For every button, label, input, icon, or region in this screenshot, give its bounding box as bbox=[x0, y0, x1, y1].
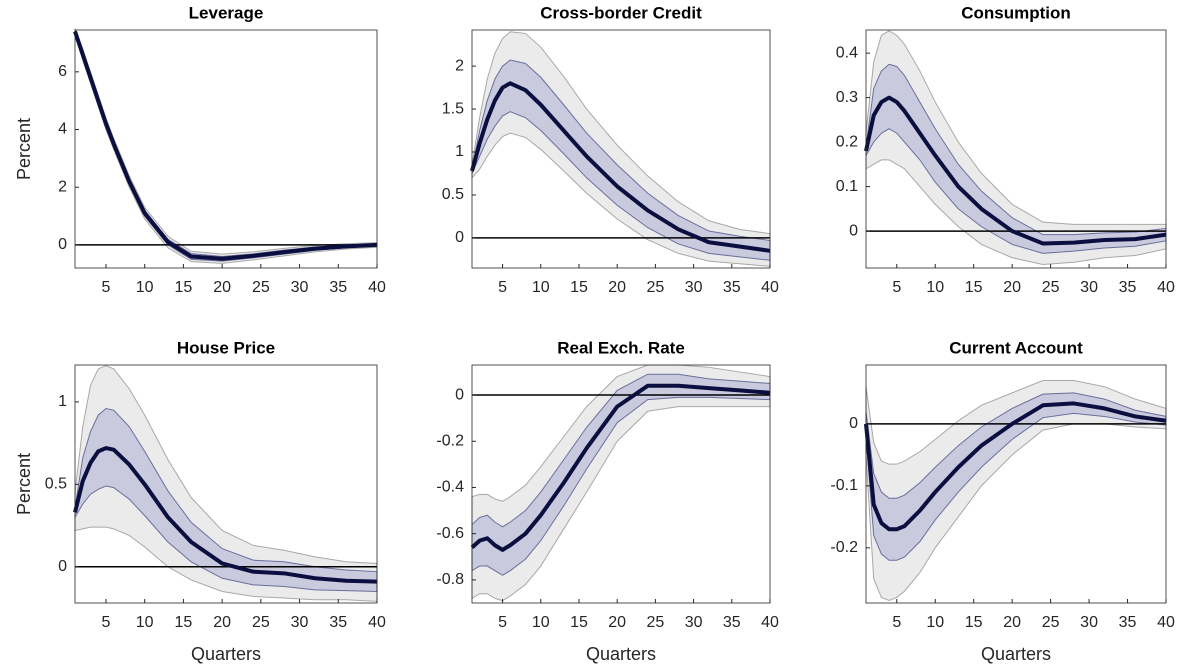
y-tick-label: 0 bbox=[455, 386, 464, 403]
median-line bbox=[864, 401, 1167, 532]
y-tick-label: -0.2 bbox=[436, 432, 464, 449]
panel-title: Current Account bbox=[949, 338, 1083, 357]
x-tick-label: 10 bbox=[532, 279, 550, 296]
x-tick-label: 15 bbox=[965, 614, 983, 631]
x-tick-label: 10 bbox=[926, 614, 944, 631]
x-tick-label: 10 bbox=[532, 614, 550, 631]
y-tick-label: 1 bbox=[58, 393, 67, 410]
x-tick-label: 20 bbox=[608, 279, 626, 296]
panel-title: Leverage bbox=[189, 3, 264, 22]
median-line bbox=[73, 30, 378, 261]
y-tick-label: 0.1 bbox=[836, 178, 858, 195]
plot-frame bbox=[471, 29, 771, 269]
x-tick-label: 35 bbox=[329, 279, 347, 296]
x-axis-label: Quarters bbox=[981, 644, 1051, 664]
y-tick-label: 0 bbox=[849, 415, 858, 432]
x-tick-label: 20 bbox=[608, 614, 626, 631]
x-tick-label: 30 bbox=[291, 279, 309, 296]
x-tick-label: 30 bbox=[685, 614, 703, 631]
y-tick-label: 0.4 bbox=[836, 44, 858, 61]
y-tick-label: 1.5 bbox=[442, 100, 464, 117]
x-tick-label: 5 bbox=[498, 614, 507, 631]
y-tick-label: 0 bbox=[849, 222, 858, 239]
x-tick-label: 35 bbox=[1119, 614, 1137, 631]
median-line bbox=[470, 81, 771, 253]
x-tick-label: 25 bbox=[252, 614, 270, 631]
y-tick-label: 0.5 bbox=[45, 476, 67, 493]
plot-frame bbox=[865, 364, 1167, 604]
x-tick-label: 40 bbox=[368, 279, 386, 296]
panel-title: Cross-border Credit bbox=[540, 3, 702, 22]
median-line bbox=[73, 446, 378, 584]
y-tick-label: -0.2 bbox=[830, 539, 858, 556]
x-tick-label: 15 bbox=[965, 279, 983, 296]
x-axis-label: Quarters bbox=[191, 644, 261, 664]
x-tick-label: 20 bbox=[213, 279, 231, 296]
x-tick-label: 40 bbox=[761, 614, 779, 631]
x-tick-label: 10 bbox=[136, 279, 154, 296]
x-tick-label: 5 bbox=[892, 614, 901, 631]
x-tick-label: 20 bbox=[213, 614, 231, 631]
x-tick-label: 15 bbox=[570, 279, 588, 296]
x-tick-label: 35 bbox=[329, 614, 347, 631]
plot-area bbox=[75, 30, 377, 268]
median-line bbox=[470, 383, 771, 552]
x-tick-label: 30 bbox=[685, 279, 703, 296]
x-tick-label: 25 bbox=[1042, 614, 1060, 631]
x-tick-label: 20 bbox=[1003, 279, 1021, 296]
y-tick-label: -0.4 bbox=[436, 479, 464, 496]
x-tick-label: 40 bbox=[1157, 614, 1175, 631]
y-tick-label: 6 bbox=[58, 63, 67, 80]
y-axis-label: Percent bbox=[14, 453, 34, 515]
plot-frame bbox=[74, 29, 378, 269]
x-tick-label: 25 bbox=[646, 279, 664, 296]
panel-title: House Price bbox=[177, 338, 275, 357]
x-tick-label: 30 bbox=[1080, 279, 1098, 296]
plot-frame bbox=[865, 29, 1167, 269]
y-tick-label: -0.1 bbox=[830, 477, 858, 494]
y-axis-label: Percent bbox=[14, 118, 34, 180]
y-tick-label: 0 bbox=[58, 236, 67, 253]
y-tick-label: 2 bbox=[58, 178, 67, 195]
x-tick-label: 30 bbox=[1080, 614, 1098, 631]
y-tick-label: -0.6 bbox=[436, 525, 464, 542]
y-tick-label: 0 bbox=[455, 229, 464, 246]
y-tick-label: 0 bbox=[58, 558, 67, 575]
panel-title: Consumption bbox=[961, 3, 1071, 22]
x-axis-label: Quarters bbox=[586, 644, 656, 664]
x-tick-label: 5 bbox=[102, 279, 111, 296]
x-tick-label: 10 bbox=[926, 279, 944, 296]
x-tick-label: 25 bbox=[1042, 279, 1060, 296]
y-tick-label: 0.3 bbox=[836, 89, 858, 106]
x-tick-label: 15 bbox=[570, 614, 588, 631]
y-tick-label: 0.2 bbox=[836, 133, 858, 150]
x-tick-label: 10 bbox=[136, 614, 154, 631]
x-tick-label: 35 bbox=[1119, 279, 1137, 296]
x-tick-label: 15 bbox=[175, 614, 193, 631]
median-line bbox=[864, 95, 1167, 246]
x-tick-label: 35 bbox=[723, 279, 741, 296]
x-tick-label: 5 bbox=[102, 614, 111, 631]
x-tick-label: 40 bbox=[368, 614, 386, 631]
y-tick-label: -0.8 bbox=[436, 571, 464, 588]
x-tick-label: 5 bbox=[498, 279, 507, 296]
y-tick-label: 0.5 bbox=[442, 186, 464, 203]
y-tick-label: 1 bbox=[455, 143, 464, 160]
x-tick-label: 35 bbox=[723, 614, 741, 631]
plot-frame bbox=[471, 364, 771, 604]
x-tick-label: 25 bbox=[646, 614, 664, 631]
x-tick-label: 20 bbox=[1003, 614, 1021, 631]
x-tick-label: 30 bbox=[291, 614, 309, 631]
x-tick-label: 40 bbox=[1157, 279, 1175, 296]
x-tick-label: 15 bbox=[175, 279, 193, 296]
x-tick-label: 5 bbox=[892, 279, 901, 296]
y-tick-label: 4 bbox=[58, 121, 67, 138]
y-tick-label: 2 bbox=[455, 57, 464, 74]
x-tick-label: 25 bbox=[252, 279, 270, 296]
x-tick-label: 40 bbox=[761, 279, 779, 296]
panel-title: Real Exch. Rate bbox=[557, 338, 685, 357]
